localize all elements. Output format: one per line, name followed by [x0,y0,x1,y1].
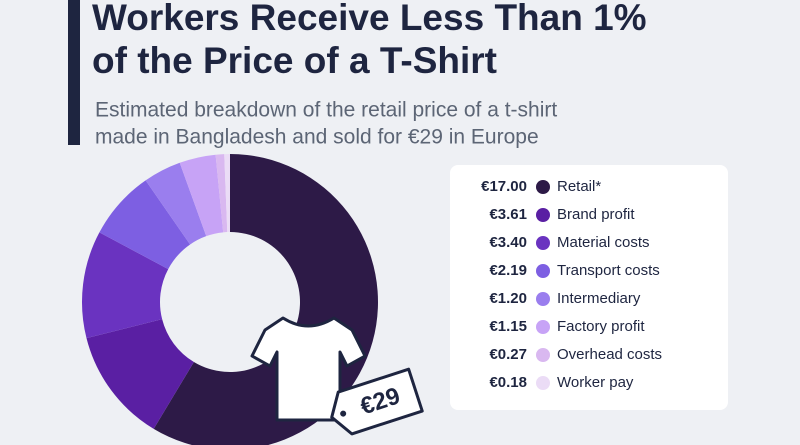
legend-value: €1.15 [489,318,527,335]
tag-hole [340,410,347,417]
accent-bar [68,0,80,145]
legend-label: Material costs [557,234,650,251]
legend-marker [536,264,550,278]
chart-title: Workers Receive Less Than 1% [92,0,647,38]
tag-shape [330,367,424,436]
chart-subtitle: made in Bangladesh and sold for €29 in E… [95,126,539,149]
legend-marker [536,236,550,250]
legend-card [450,165,728,410]
legend-value: €0.27 [489,346,527,363]
legend-marker [536,320,550,334]
donut-slice [224,154,230,233]
legend-marker [536,208,550,222]
chart-title: of the Price of a T-Shirt [92,40,497,81]
donut-slice [82,232,169,339]
legend-label: Overhead costs [557,346,662,363]
donut-slice [86,319,194,429]
chart-subtitle: Estimated breakdown of the retail price … [95,99,557,122]
price-tag: €29 [330,367,424,436]
legend-label: Worker pay [557,374,634,391]
legend-value: €0.18 [489,374,527,391]
legend-label: Brand profit [557,206,635,223]
legend-value: €2.19 [489,262,527,279]
legend-value: €1.20 [489,290,527,307]
legend: €17.00 Retail* €3.61 Brand profit €3.40 Mater… [481,178,662,391]
legend-value: €3.61 [489,206,527,223]
donut-slice [145,162,207,245]
donut-slice [215,154,228,233]
donut-slice [179,154,224,237]
legend-label: Retail* [557,178,601,195]
legend-marker [536,376,550,390]
legend-label: Factory profit [557,318,645,335]
legend-marker [536,180,550,194]
legend-marker [536,292,550,306]
legend-value: €3.40 [489,234,527,251]
legend-marker [536,348,550,362]
legend-label: Intermediary [557,290,641,307]
donut-slice [99,180,191,270]
legend-label: Transport costs [557,262,660,279]
legend-value: €17.00 [481,178,527,195]
